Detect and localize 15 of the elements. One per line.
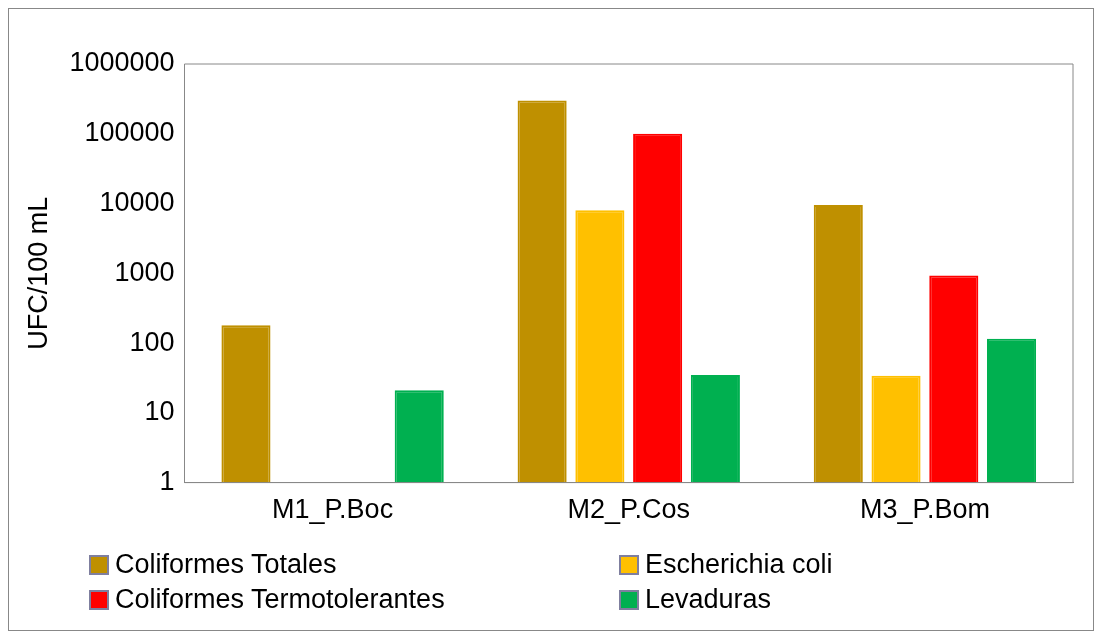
y-tick-label: 1000000 (69, 47, 175, 78)
legend-label: Escherichia coli (645, 549, 833, 580)
y-tick-label: 100 (129, 326, 175, 357)
y-tick-label: 10 (144, 396, 175, 427)
legend-label: Coliformes Totales (115, 549, 337, 580)
legend-label: Coliformes Termotolerantes (115, 584, 445, 615)
x-tick-label: M1_P.Boc (272, 494, 394, 525)
y-tick-label: 1000 (114, 256, 175, 287)
y-tick-label: 1 (159, 466, 175, 497)
x-tick-label: M2_P.Cos (567, 494, 691, 525)
y-axis-title: UFC/100 mL (22, 196, 53, 350)
legend-label: Levaduras (645, 584, 772, 615)
x-tick-label: M3_P.Bom (859, 494, 990, 525)
y-tick-label: 10000 (99, 186, 175, 217)
y-tick-label: 100000 (84, 117, 175, 148)
